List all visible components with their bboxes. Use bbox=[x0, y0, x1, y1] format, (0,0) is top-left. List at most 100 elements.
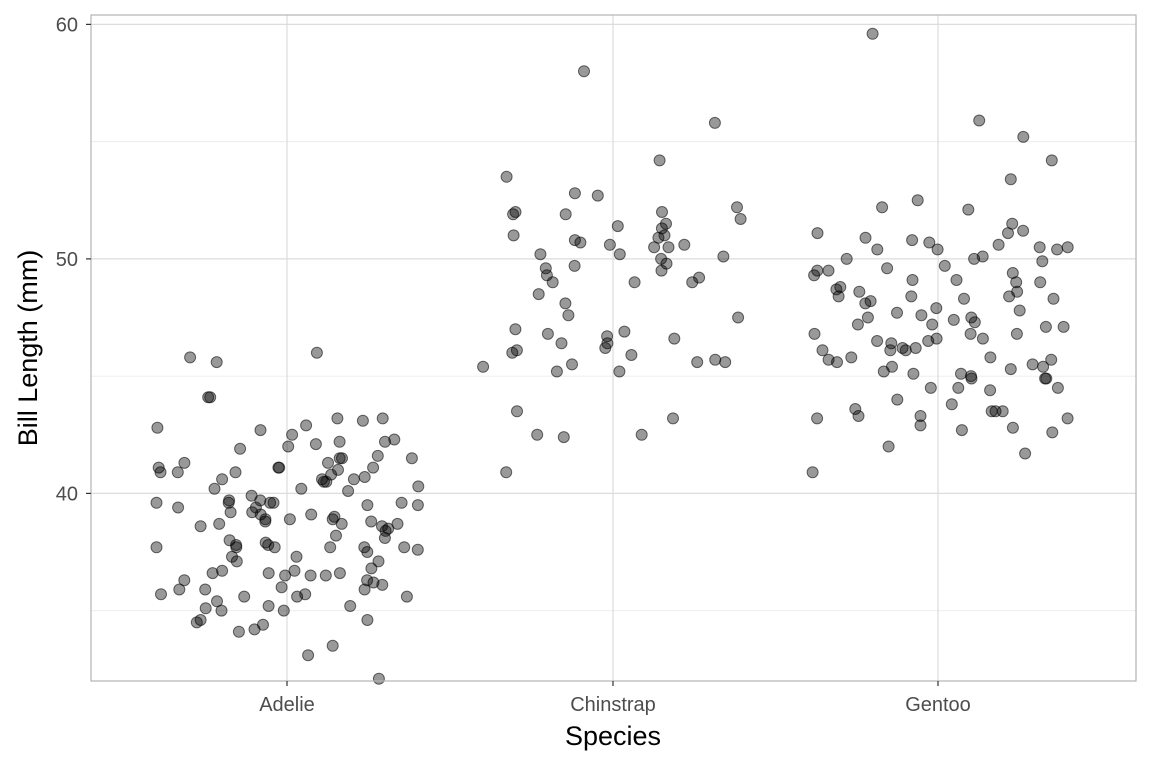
y-tick-label: 60 bbox=[56, 14, 78, 36]
data-point-adelie bbox=[324, 541, 337, 554]
data-point-adelie bbox=[216, 564, 229, 577]
data-point-adelie bbox=[336, 452, 348, 465]
data-point-adelie bbox=[254, 424, 267, 437]
data-point-gentoo bbox=[876, 201, 889, 214]
data-point-adelie bbox=[331, 412, 344, 425]
data-point-adelie bbox=[376, 578, 389, 591]
data-point-adelie bbox=[262, 600, 275, 612]
data-point-chinstrap bbox=[655, 222, 668, 235]
data-point-gentoo bbox=[911, 194, 924, 207]
data-point-adelie bbox=[230, 539, 243, 551]
data-point-adelie bbox=[238, 590, 251, 603]
data-point-gentoo bbox=[845, 351, 858, 364]
data-point-gentoo bbox=[950, 274, 963, 286]
data-point-adelie bbox=[267, 496, 280, 509]
data-point-gentoo bbox=[1045, 154, 1058, 167]
data-point-gentoo bbox=[1010, 276, 1023, 289]
data-point-gentoo bbox=[976, 332, 989, 345]
data-point-gentoo bbox=[1006, 421, 1019, 434]
data-point-gentoo bbox=[816, 344, 829, 357]
data-point-gentoo bbox=[886, 360, 898, 373]
data-point-gentoo bbox=[984, 384, 997, 397]
data-point-chinstrap bbox=[660, 217, 672, 230]
data-point-gentoo bbox=[861, 311, 874, 324]
data-point-adelie bbox=[309, 438, 322, 451]
data-point-chinstrap bbox=[613, 248, 626, 261]
data-point-adelie bbox=[335, 517, 348, 530]
data-point-gentoo bbox=[871, 243, 884, 256]
data-point-chinstrap bbox=[550, 365, 563, 378]
data-point-chinstrap bbox=[557, 431, 570, 444]
data-point-gentoo bbox=[1011, 285, 1024, 298]
data-point-adelie bbox=[361, 574, 374, 587]
data-point-adelie bbox=[376, 412, 389, 425]
data-point-gentoo bbox=[851, 318, 864, 331]
data-point-adelie bbox=[178, 456, 191, 469]
data-point-gentoo bbox=[840, 252, 853, 265]
data-point-gentoo bbox=[1006, 217, 1019, 230]
data-point-gentoo bbox=[852, 410, 865, 422]
data-point-chinstrap bbox=[555, 337, 568, 350]
data-point-gentoo bbox=[968, 316, 981, 329]
data-point-gentoo bbox=[907, 367, 920, 380]
data-point-gentoo bbox=[832, 290, 845, 303]
data-point-adelie bbox=[226, 550, 238, 563]
data-point-chinstrap bbox=[734, 213, 747, 225]
data-point-gentoo bbox=[955, 367, 967, 380]
data-point-adelie bbox=[405, 452, 418, 465]
data-point-gentoo bbox=[1051, 381, 1064, 394]
data-point-adelie bbox=[257, 618, 269, 631]
data-point-adelie bbox=[155, 588, 167, 601]
data-point-adelie bbox=[371, 449, 384, 462]
data-point-adelie bbox=[254, 508, 267, 521]
data-point-gentoo bbox=[1051, 243, 1064, 256]
data-point-chinstrap bbox=[635, 428, 648, 441]
data-point-adelie bbox=[288, 564, 301, 577]
data-point-adelie bbox=[173, 583, 186, 596]
data-point-gentoo bbox=[945, 398, 958, 411]
data-point-adelie bbox=[304, 569, 317, 582]
data-point-gentoo bbox=[859, 231, 872, 244]
data-point-chinstrap bbox=[500, 466, 513, 479]
data-point-adelie bbox=[178, 574, 191, 587]
x-axis-title: Species bbox=[565, 721, 661, 751]
data-point-adelie bbox=[152, 461, 165, 474]
data-point-gentoo bbox=[1045, 353, 1058, 366]
data-point-gentoo bbox=[1039, 320, 1052, 333]
data-point-adelie bbox=[320, 475, 333, 488]
data-point-chinstrap bbox=[603, 238, 616, 251]
data-point-adelie bbox=[295, 482, 308, 495]
data-point-chinstrap bbox=[691, 356, 704, 369]
data-point-adelie bbox=[211, 595, 223, 608]
data-point-adelie bbox=[286, 428, 299, 441]
data-point-adelie bbox=[290, 550, 303, 563]
data-point-adelie bbox=[232, 625, 245, 638]
data-point-chinstrap bbox=[717, 250, 730, 263]
data-point-chinstrap bbox=[546, 276, 559, 289]
data-point-chinstrap bbox=[531, 428, 544, 441]
data-point-adelie bbox=[333, 567, 346, 580]
data-point-gentoo bbox=[973, 114, 986, 127]
data-point-gentoo bbox=[914, 410, 927, 422]
data-point-chinstrap bbox=[541, 327, 554, 340]
data-point-adelie bbox=[361, 499, 374, 512]
data-point-chinstrap bbox=[732, 311, 745, 324]
data-point-chinstrap bbox=[534, 248, 547, 261]
x-tick-label: Chinstrap bbox=[570, 694, 656, 716]
x-axis-ticks: Adelie Chinstrap Gentoo bbox=[259, 681, 971, 716]
data-point-adelie bbox=[279, 569, 292, 582]
data-point-chinstrap bbox=[693, 271, 706, 284]
data-point-adelie bbox=[361, 546, 374, 558]
data-point-adelie bbox=[299, 588, 312, 601]
data-point-adelie bbox=[199, 583, 212, 596]
data-point-adelie bbox=[358, 583, 371, 596]
data-point-gentoo bbox=[1057, 320, 1070, 333]
data-point-gentoo bbox=[938, 259, 951, 272]
data-point-gentoo bbox=[965, 370, 977, 383]
data-point-gentoo bbox=[968, 252, 981, 265]
data-point-chinstrap bbox=[507, 229, 520, 242]
data-point-chinstrap bbox=[731, 201, 743, 214]
data-points bbox=[150, 27, 1074, 685]
data-point-adelie bbox=[172, 501, 185, 514]
